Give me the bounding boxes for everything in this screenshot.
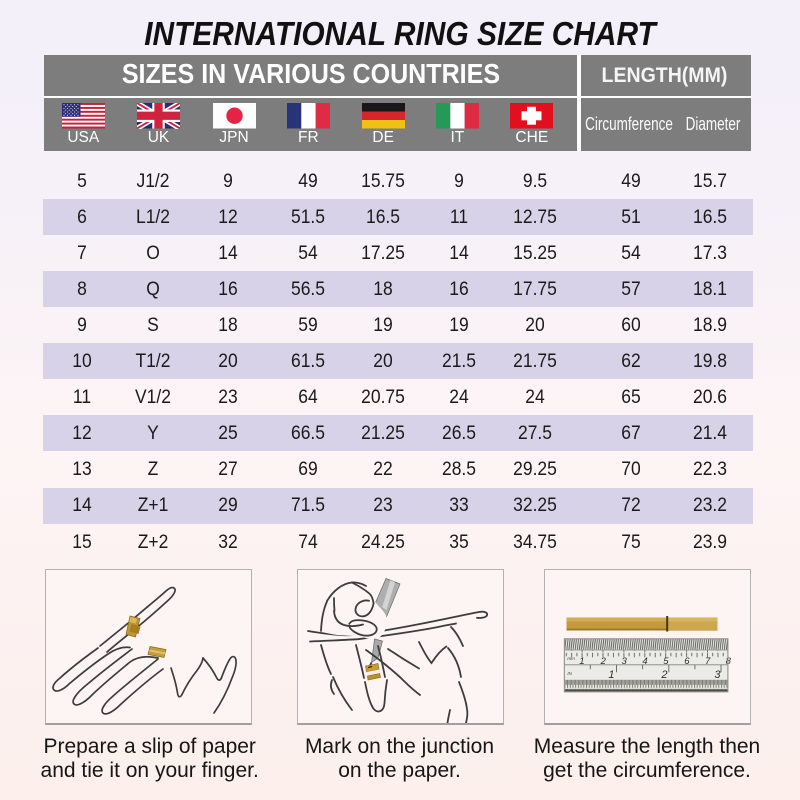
svg-text:4: 4 <box>642 656 647 667</box>
svg-text:1: 1 <box>579 656 584 667</box>
svg-text:3: 3 <box>714 669 721 681</box>
svg-text:2: 2 <box>600 656 607 667</box>
svg-text:1: 1 <box>608 669 614 681</box>
svg-text:5: 5 <box>663 656 669 667</box>
svg-text:2: 2 <box>660 669 667 681</box>
svg-text:6: 6 <box>684 656 690 667</box>
svg-text:3: 3 <box>622 656 628 667</box>
svg-text:mm: mm <box>567 656 575 661</box>
svg-text:IN: IN <box>567 671 572 676</box>
svg-text:8: 8 <box>726 656 732 667</box>
svg-text:7: 7 <box>705 656 711 667</box>
